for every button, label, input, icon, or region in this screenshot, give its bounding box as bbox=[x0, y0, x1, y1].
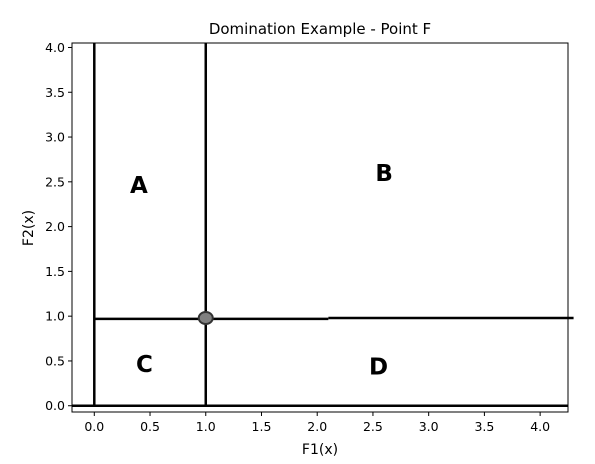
y-axis-label: F2(x) bbox=[21, 210, 37, 246]
plot-points bbox=[197, 310, 214, 325]
x-tick-label: 0.0 bbox=[84, 419, 104, 434]
point-f-marker bbox=[197, 310, 214, 325]
y-tick-label: 0.5 bbox=[45, 353, 65, 368]
y-tick-label: 0.0 bbox=[45, 398, 65, 413]
region-label-c: C bbox=[136, 352, 153, 378]
y-tick-label: 1.0 bbox=[45, 309, 65, 324]
y-tick-label: 4.0 bbox=[45, 40, 65, 55]
y-tick-label: 2.0 bbox=[45, 219, 65, 234]
y-axis: 0.0 0.5 1.0 1.5 2.0 2.5 3.0 3.5 4.0 bbox=[45, 40, 72, 413]
y-tick-label: 3.5 bbox=[45, 85, 65, 100]
x-tick-label: 1.0 bbox=[196, 419, 216, 434]
x-tick-label: 4.0 bbox=[530, 419, 550, 434]
x-tick-label: 2.5 bbox=[363, 419, 383, 434]
region-label-a: A bbox=[130, 173, 148, 199]
x-tick-label: 1.5 bbox=[252, 419, 272, 434]
plot-lines bbox=[72, 43, 574, 407]
y-tick-label: 1.5 bbox=[45, 264, 65, 279]
region-label-d: D bbox=[369, 355, 388, 381]
plot-frame bbox=[71, 42, 569, 413]
x-tick-label: 3.5 bbox=[474, 419, 494, 434]
x-tick-label: 0.5 bbox=[140, 419, 160, 434]
region-label-b: B bbox=[375, 161, 393, 187]
x-axis: 0.0 0.5 1.0 1.5 2.0 2.5 3.0 3.5 4.0 bbox=[84, 412, 550, 434]
x-tick-label: 3.0 bbox=[419, 419, 439, 434]
y-tick-label: 2.5 bbox=[45, 174, 65, 189]
x-axis-label: F1(x) bbox=[302, 442, 338, 458]
y-tick-label: 3.0 bbox=[45, 130, 65, 145]
region-labels: A B C D bbox=[130, 161, 393, 380]
chart-title: Domination Example - Point F bbox=[209, 20, 431, 38]
x-tick-label: 2.0 bbox=[307, 419, 327, 434]
